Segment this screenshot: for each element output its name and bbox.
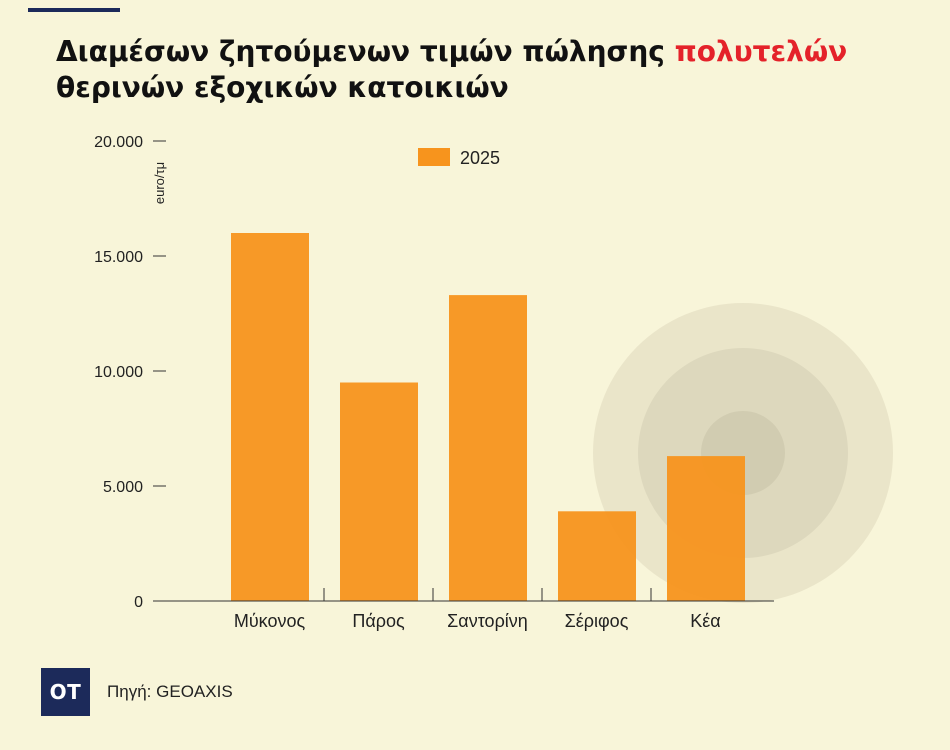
y-axis: 0 5.000 10.000 15.000 20.000 [94, 134, 166, 611]
x-tick-label: Πάρος [352, 611, 405, 631]
legend-swatch [418, 148, 450, 166]
x-axis: Μύκονος Πάρος Σαντορίνη Σέριφος Κέα [153, 588, 774, 631]
y-axis-label: euro/τμ [152, 162, 167, 204]
title-text: Διαμέσων ζητούμενων τιμών πώλησης [56, 35, 675, 68]
bar-2 [340, 382, 418, 601]
x-tick-label: Μύκονος [234, 611, 306, 631]
title-line-2: θερινών εξοχικών κατοικιών [56, 71, 509, 104]
y-tick-label: 10.000 [94, 364, 143, 381]
top-accent-rule [28, 8, 120, 12]
title-highlight: πολυτελών [674, 35, 848, 68]
x-tick-label: Κέα [690, 611, 720, 631]
chart-title: Διαμέσων ζητούμενων τιμών πώλησης πολυτε… [56, 34, 916, 106]
bar-5 [667, 456, 745, 601]
y-tick-label: 5.000 [103, 479, 143, 496]
bar-4 [558, 511, 636, 601]
legend: 2025 [418, 148, 500, 168]
ot-logo: OT [41, 668, 90, 716]
y-tick-label: 15.000 [94, 249, 143, 266]
legend-label: 2025 [460, 148, 500, 168]
x-tick-label: Σαντορίνη [447, 611, 528, 631]
y-tick-label: 20.000 [94, 134, 143, 151]
bars [231, 233, 745, 601]
bar-3 [449, 295, 527, 601]
x-tick-label: Σέριφος [565, 611, 629, 631]
source-note: Πηγή: GEOAXIS [107, 682, 233, 701]
y-tick-label: 0 [134, 594, 143, 611]
bar-1 [231, 233, 309, 601]
